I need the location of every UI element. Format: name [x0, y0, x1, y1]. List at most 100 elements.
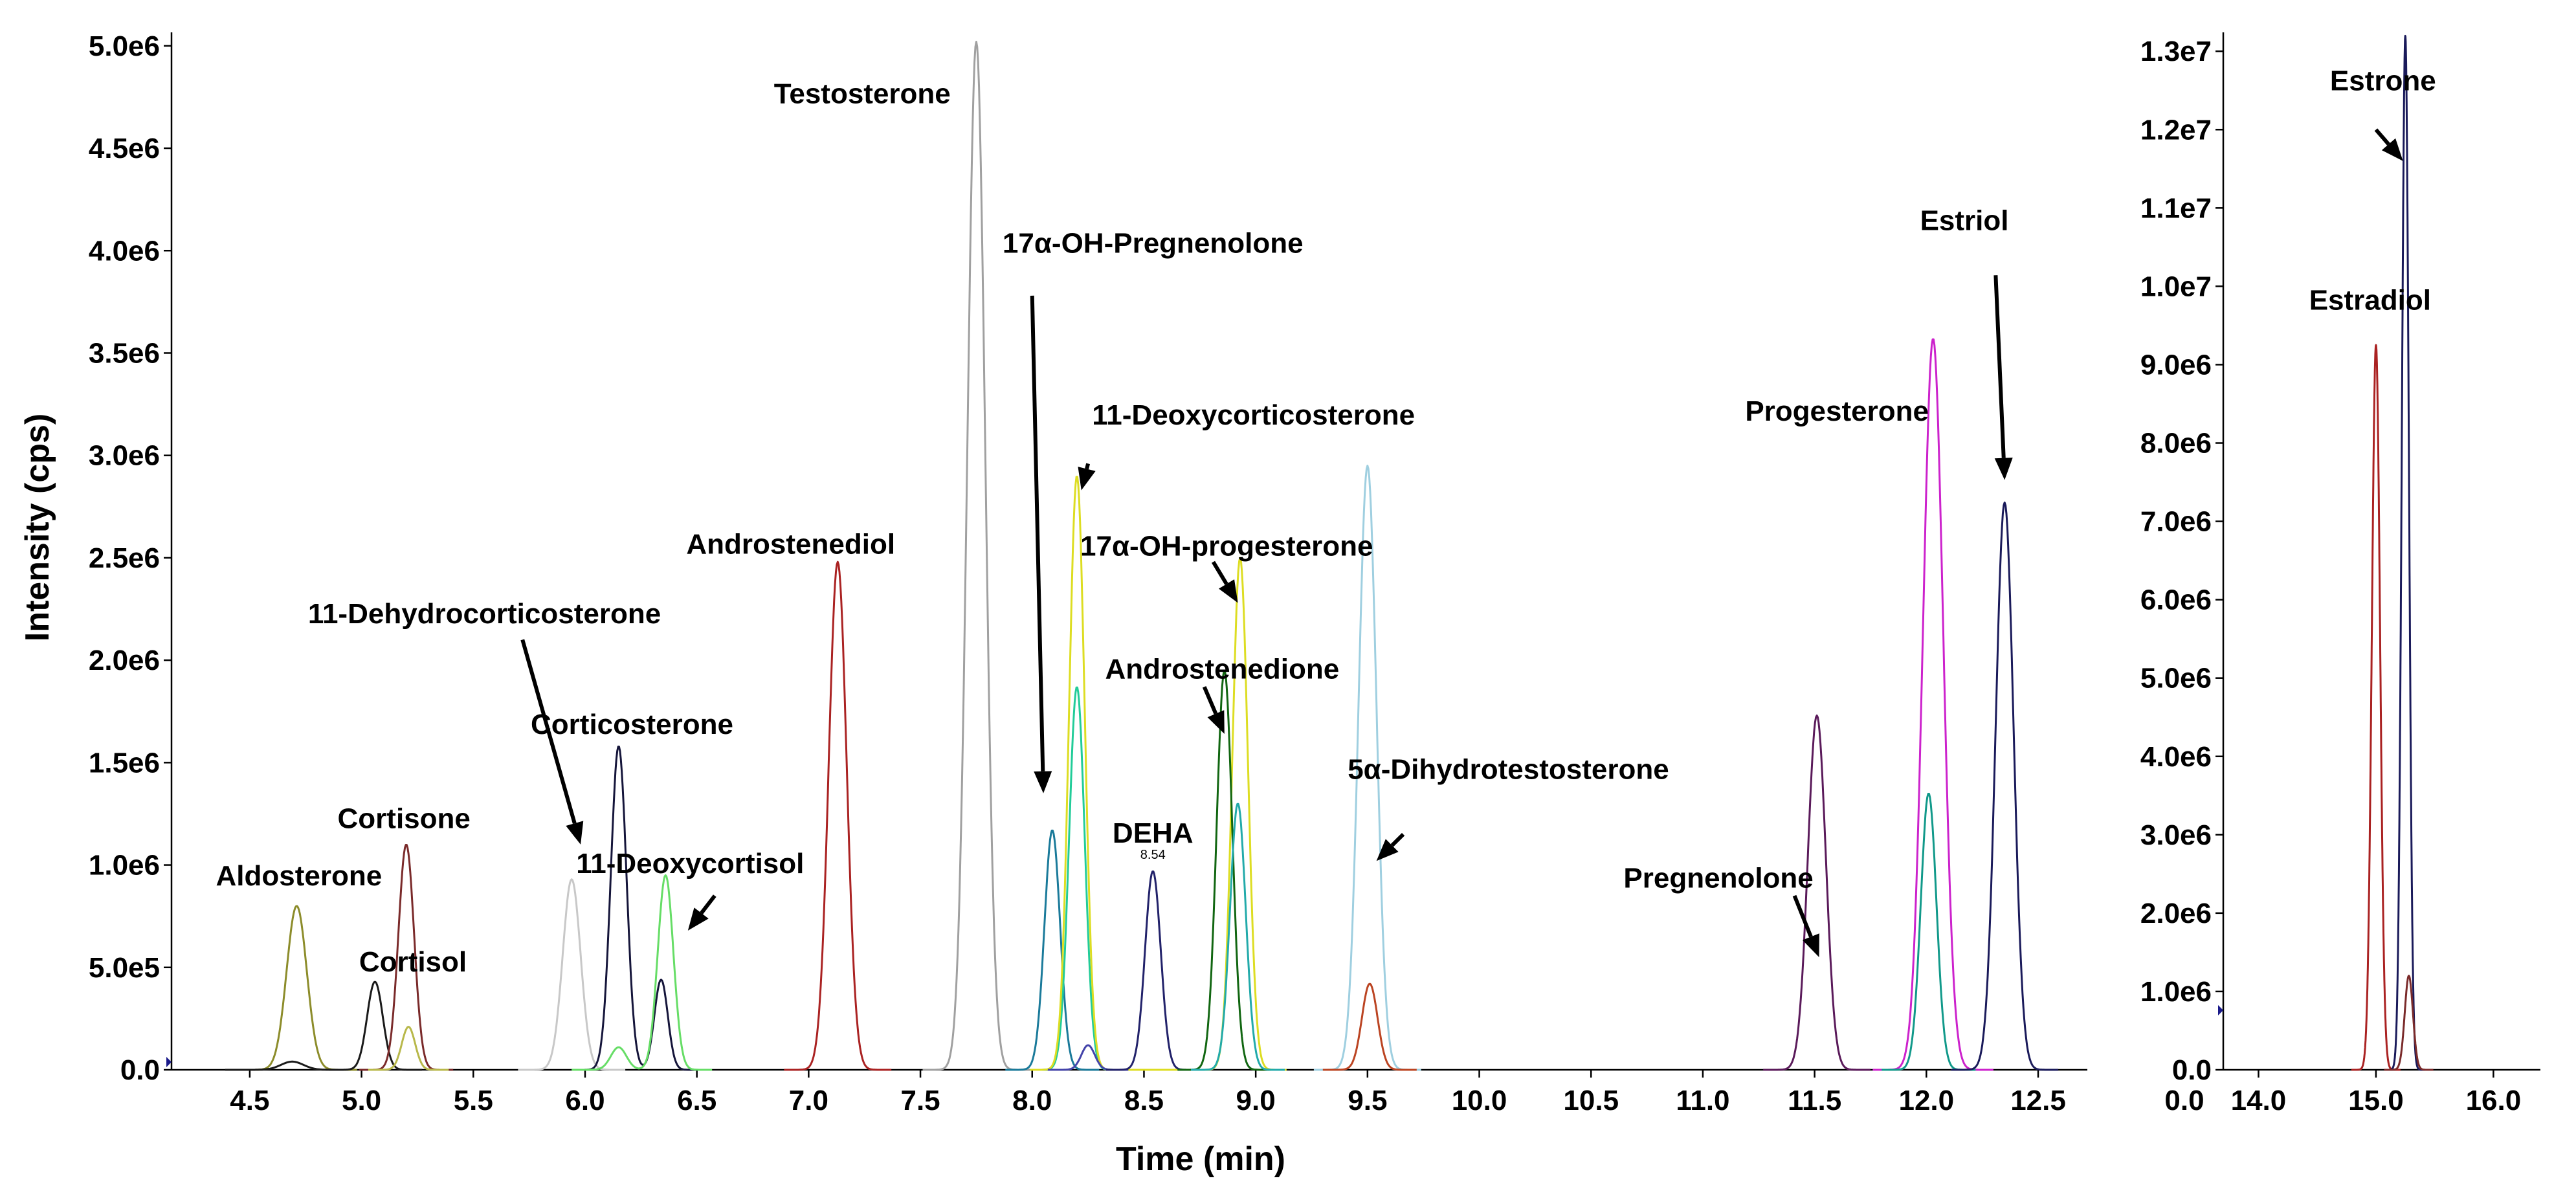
y-axis-title: Intensity (cps) [19, 414, 56, 642]
chromatogram-trace-9 [1005, 829, 1100, 1071]
annotation-arrowhead-0 [2381, 138, 2403, 161]
y-tick-label: 0.0 [120, 1054, 160, 1086]
y-tick-label: 6.0e6 [2140, 584, 2212, 616]
x-axis-title: Time (min) [1116, 1140, 1285, 1178]
y-tick-label: 7.0e6 [2140, 506, 2212, 538]
chromatogram-trace-19 [1872, 338, 1994, 1071]
peak-label: Androstenedione [1105, 654, 1339, 685]
peak-label: Aldosterone [216, 860, 383, 892]
annotation-arrowhead-6 [1376, 839, 1399, 861]
x-tick-label: 16.0 [2466, 1085, 2522, 1116]
peak-rt-label: 8.54 [1140, 848, 1166, 862]
chromatogram-trace-3 [368, 1026, 449, 1071]
baseline-marker-icon [166, 1057, 172, 1067]
x-tick-label: 11.0 [1676, 1085, 1729, 1116]
y-tick-label: 1.5e6 [89, 747, 160, 779]
x-tick-label-origin: 0.0 [2164, 1085, 2204, 1116]
chromatogram-trace-18 [1763, 714, 1871, 1071]
chromatogram-trace-8 [922, 41, 1030, 1071]
peak-label: 11-Dehydrocorticosterone [308, 598, 661, 630]
estrogen-chromatogram-panel: 0.0 1.0e6 2.0e6 3.0e6 4.0e6 5.0e6 6.0e6 7.0e6 8.… [2140, 32, 2540, 1116]
baseline-marker-icon [2218, 1005, 2223, 1015]
peak-label: Corticosterone [531, 709, 733, 740]
y-tick-label: 4.0e6 [2140, 741, 2212, 773]
y-tick-label: 1.1e7 [2140, 192, 2212, 224]
chromatogram-trace-5 [572, 746, 702, 1071]
x-tick-label: 14.0 [2231, 1085, 2287, 1116]
x-tick-label: 12.0 [1898, 1085, 1954, 1116]
y-tick-label: 1.0e7 [2140, 271, 2212, 302]
y-tick-label: 8.0e6 [2140, 428, 2212, 460]
x-tick-label: 8.0 [1012, 1085, 1052, 1116]
annotation-arrow-4 [1211, 560, 1228, 585]
chromatogram-trace-0 [2350, 344, 2401, 1071]
x-tick-label: 6.5 [677, 1085, 716, 1116]
chromatogram-trace-2 [2383, 975, 2434, 1071]
peak-label: 11-Deoxycorticosterone [1092, 399, 1415, 431]
chromatogram-trace-12 [1047, 1044, 1129, 1071]
peak-label: 17α-OH-Pregnenolone [1003, 227, 1304, 259]
x-tick-label: 5.0 [342, 1085, 381, 1116]
annotation-arrowhead-8 [1994, 458, 2013, 480]
y-tick-label: 5.0e6 [89, 30, 160, 62]
x-tick-label: 10.5 [1563, 1085, 1619, 1116]
annotation-arrow-8 [1993, 275, 2006, 458]
chromatogram-trace-7 [784, 560, 892, 1071]
peak-label: Androstenediol [686, 529, 895, 560]
peak-label: Cortisone [338, 803, 471, 835]
y-tick-label: 4.0e6 [89, 235, 160, 267]
peak-label: Testosterone [774, 78, 951, 109]
y-tick-label: 1.2e7 [2140, 114, 2212, 146]
annotation-arrowhead-1 [687, 907, 709, 931]
x-tick-label: 6.0 [565, 1085, 605, 1116]
annotation-arrow-7 [1792, 894, 1813, 938]
y-tick-label: 2.0e6 [89, 645, 160, 676]
annotation-arrowhead-5 [1207, 710, 1225, 735]
annotation-arrow-1 [700, 894, 716, 914]
y-tick-label: 9.0e6 [2140, 349, 2212, 381]
chromatogram-trace-21 [1951, 502, 2059, 1071]
annotation-arrow-3 [1085, 463, 1091, 470]
peak-label: Progesterone [1745, 395, 1929, 427]
peak-label: 17α-OH-progesterone [1080, 531, 1373, 562]
x-tick-label: 9.5 [1348, 1085, 1387, 1116]
y-tick-label: 2.0e6 [2140, 898, 2212, 929]
annotation-arrowhead-0 [566, 821, 584, 845]
x-tick-label: 4.5 [230, 1085, 269, 1116]
y-tick-label: 1.3e7 [2140, 36, 2212, 67]
y-tick-label: 5.0e5 [89, 952, 160, 984]
y-tick-label: 3.0e6 [2140, 819, 2212, 851]
y-tick-label: 0.0 [2172, 1054, 2212, 1086]
annotation-arrow-5 [1202, 686, 1218, 714]
chromatogram-trace-0 [236, 905, 357, 1071]
peak-label: Pregnenolone [1623, 862, 1813, 894]
chromatogram-trace-1 [2383, 34, 2427, 1071]
x-tick-label: 10.0 [1452, 1085, 1507, 1116]
chromatogram-trace-4 [518, 878, 626, 1071]
chromatogram-trace-20 [1882, 793, 1976, 1071]
y-tick-label: 5.0e6 [2140, 663, 2212, 694]
annotation-arrow-6 [1390, 832, 1405, 847]
y-tick-label: 4.5e6 [89, 133, 160, 164]
x-tick-label: 7.5 [900, 1085, 940, 1116]
chromatogram-trace-15 [1190, 803, 1285, 1071]
x-tick-label: 12.5 [2010, 1085, 2066, 1116]
peak-label: 5α-Dihydrotestosterone [1348, 754, 1669, 786]
y-tick-label: 2.5e6 [89, 542, 160, 574]
chromatogram-trace-11 [1030, 476, 1287, 1071]
annotation-arrowhead-2 [1034, 771, 1052, 793]
peak-label: Estradiol [2309, 285, 2431, 316]
annotation-arrow-0 [520, 639, 577, 825]
y-tick-label: 1.0e6 [89, 850, 160, 881]
y-tick-label: 3.5e6 [89, 337, 160, 369]
x-tick-label: 15.0 [2348, 1085, 2404, 1116]
x-tick-label: 8.5 [1124, 1085, 1164, 1116]
peak-label: DEHA [1113, 817, 1194, 849]
chromatogram-trace-6 [572, 874, 713, 1071]
annotation-arrow-0 [2374, 128, 2390, 146]
annotation-arrowhead-4 [1219, 579, 1238, 603]
peak-label: Estriol [1920, 205, 2009, 237]
y-tick-label: 1.0e6 [2140, 976, 2212, 1008]
main-chromatogram-panel: 0.0 5.0e5 1.0e6 1.5e6 2.0e6 2.5e6 3.0e6 3.5e6 4.… [89, 30, 2087, 1116]
